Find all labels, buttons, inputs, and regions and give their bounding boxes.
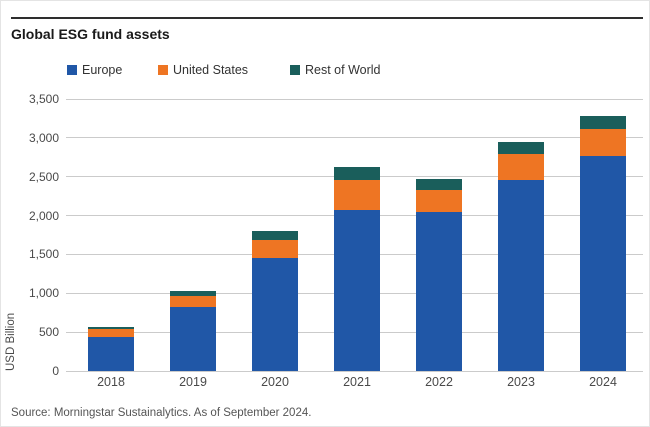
bar-segment-2023-rest-of-world: [498, 141, 544, 155]
legend-swatch-united-states: [158, 65, 168, 75]
chart-title: Global ESG fund assets: [11, 26, 170, 42]
x-tick-label-2018: 2018: [97, 375, 125, 389]
x-tick-label-2020: 2020: [261, 375, 289, 389]
bar-segment-2022-europe: [416, 211, 462, 371]
legend-item-europe: Europe: [67, 63, 122, 77]
x-tick-label-2022: 2022: [425, 375, 453, 389]
bar-2021: [334, 166, 380, 371]
legend-label: Rest of World: [305, 63, 381, 77]
legend-label: Europe: [82, 63, 123, 77]
bar-segment-2024-united-states: [580, 128, 626, 156]
bar-2023: [498, 141, 544, 371]
gridline-3000: [66, 137, 643, 139]
source-note: Source: Morningstar Sustainalytics. As o…: [11, 407, 312, 419]
y-tick-label: 500: [38, 325, 59, 340]
bar-segment-2021-europe: [334, 209, 380, 371]
bar-segment-2022-united-states: [416, 189, 462, 212]
legend-swatch-europe: [67, 65, 77, 75]
bar-2024: [580, 115, 626, 371]
bar-2020: [252, 231, 298, 371]
legend-item-united-states: United States: [158, 63, 248, 77]
bar-segment-2021-rest-of-world: [334, 166, 380, 181]
x-tick-label-2021: 2021: [343, 375, 371, 389]
bar-segment-2019-rest-of-world: [170, 290, 216, 297]
bar-segment-2018-united-states: [88, 329, 134, 337]
legend: Europe United States Rest of World: [1, 63, 649, 79]
y-tick-label: 0: [52, 364, 59, 378]
top-divider: [11, 17, 643, 19]
bar-segment-2018-rest-of-world: [88, 326, 134, 330]
plot-area: 2018 2019 2020 2021 2022 2023 2024: [66, 98, 643, 389]
bar-segment-2022-rest-of-world: [416, 179, 462, 190]
bar-segment-2024-europe: [580, 155, 626, 371]
y-tick-label: 1,000: [28, 286, 59, 301]
bar-segment-2024-rest-of-world: [580, 115, 626, 129]
bar-segment-2019-united-states: [170, 296, 216, 307]
y-tick-label: 1,500: [28, 247, 59, 262]
bar-segment-2020-europe: [252, 257, 298, 371]
legend-swatch-rest-of-world: [290, 65, 300, 75]
bar-segment-2020-rest-of-world: [252, 231, 298, 240]
x-tick-label-2024: 2024: [589, 375, 617, 389]
bar-segment-2023-europe: [498, 180, 544, 371]
bar-segment-2018-europe: [88, 336, 134, 371]
bar-2019: [170, 290, 216, 371]
x-tick-label-2019: 2019: [179, 375, 207, 389]
y-tick-label: 2,000: [28, 208, 59, 223]
bar-segment-2020-united-states: [252, 239, 298, 258]
y-tick-label: 3,500: [28, 92, 59, 106]
y-tick-label: 3,000: [28, 130, 59, 145]
legend-label: United States: [173, 63, 249, 77]
legend-item-rest-of-world: Rest of World: [290, 63, 381, 77]
bar-2018: [88, 326, 134, 371]
bar-segment-2019-europe: [170, 306, 216, 371]
bar-2022: [416, 179, 462, 371]
gridline-3500: [66, 98, 643, 100]
bar-segment-2021-united-states: [334, 180, 380, 210]
y-tick-label: 2,500: [28, 169, 59, 184]
gridline-0: [66, 370, 643, 372]
bar-segment-2023-united-states: [498, 154, 544, 181]
x-tick-label-2023: 2023: [507, 375, 535, 389]
